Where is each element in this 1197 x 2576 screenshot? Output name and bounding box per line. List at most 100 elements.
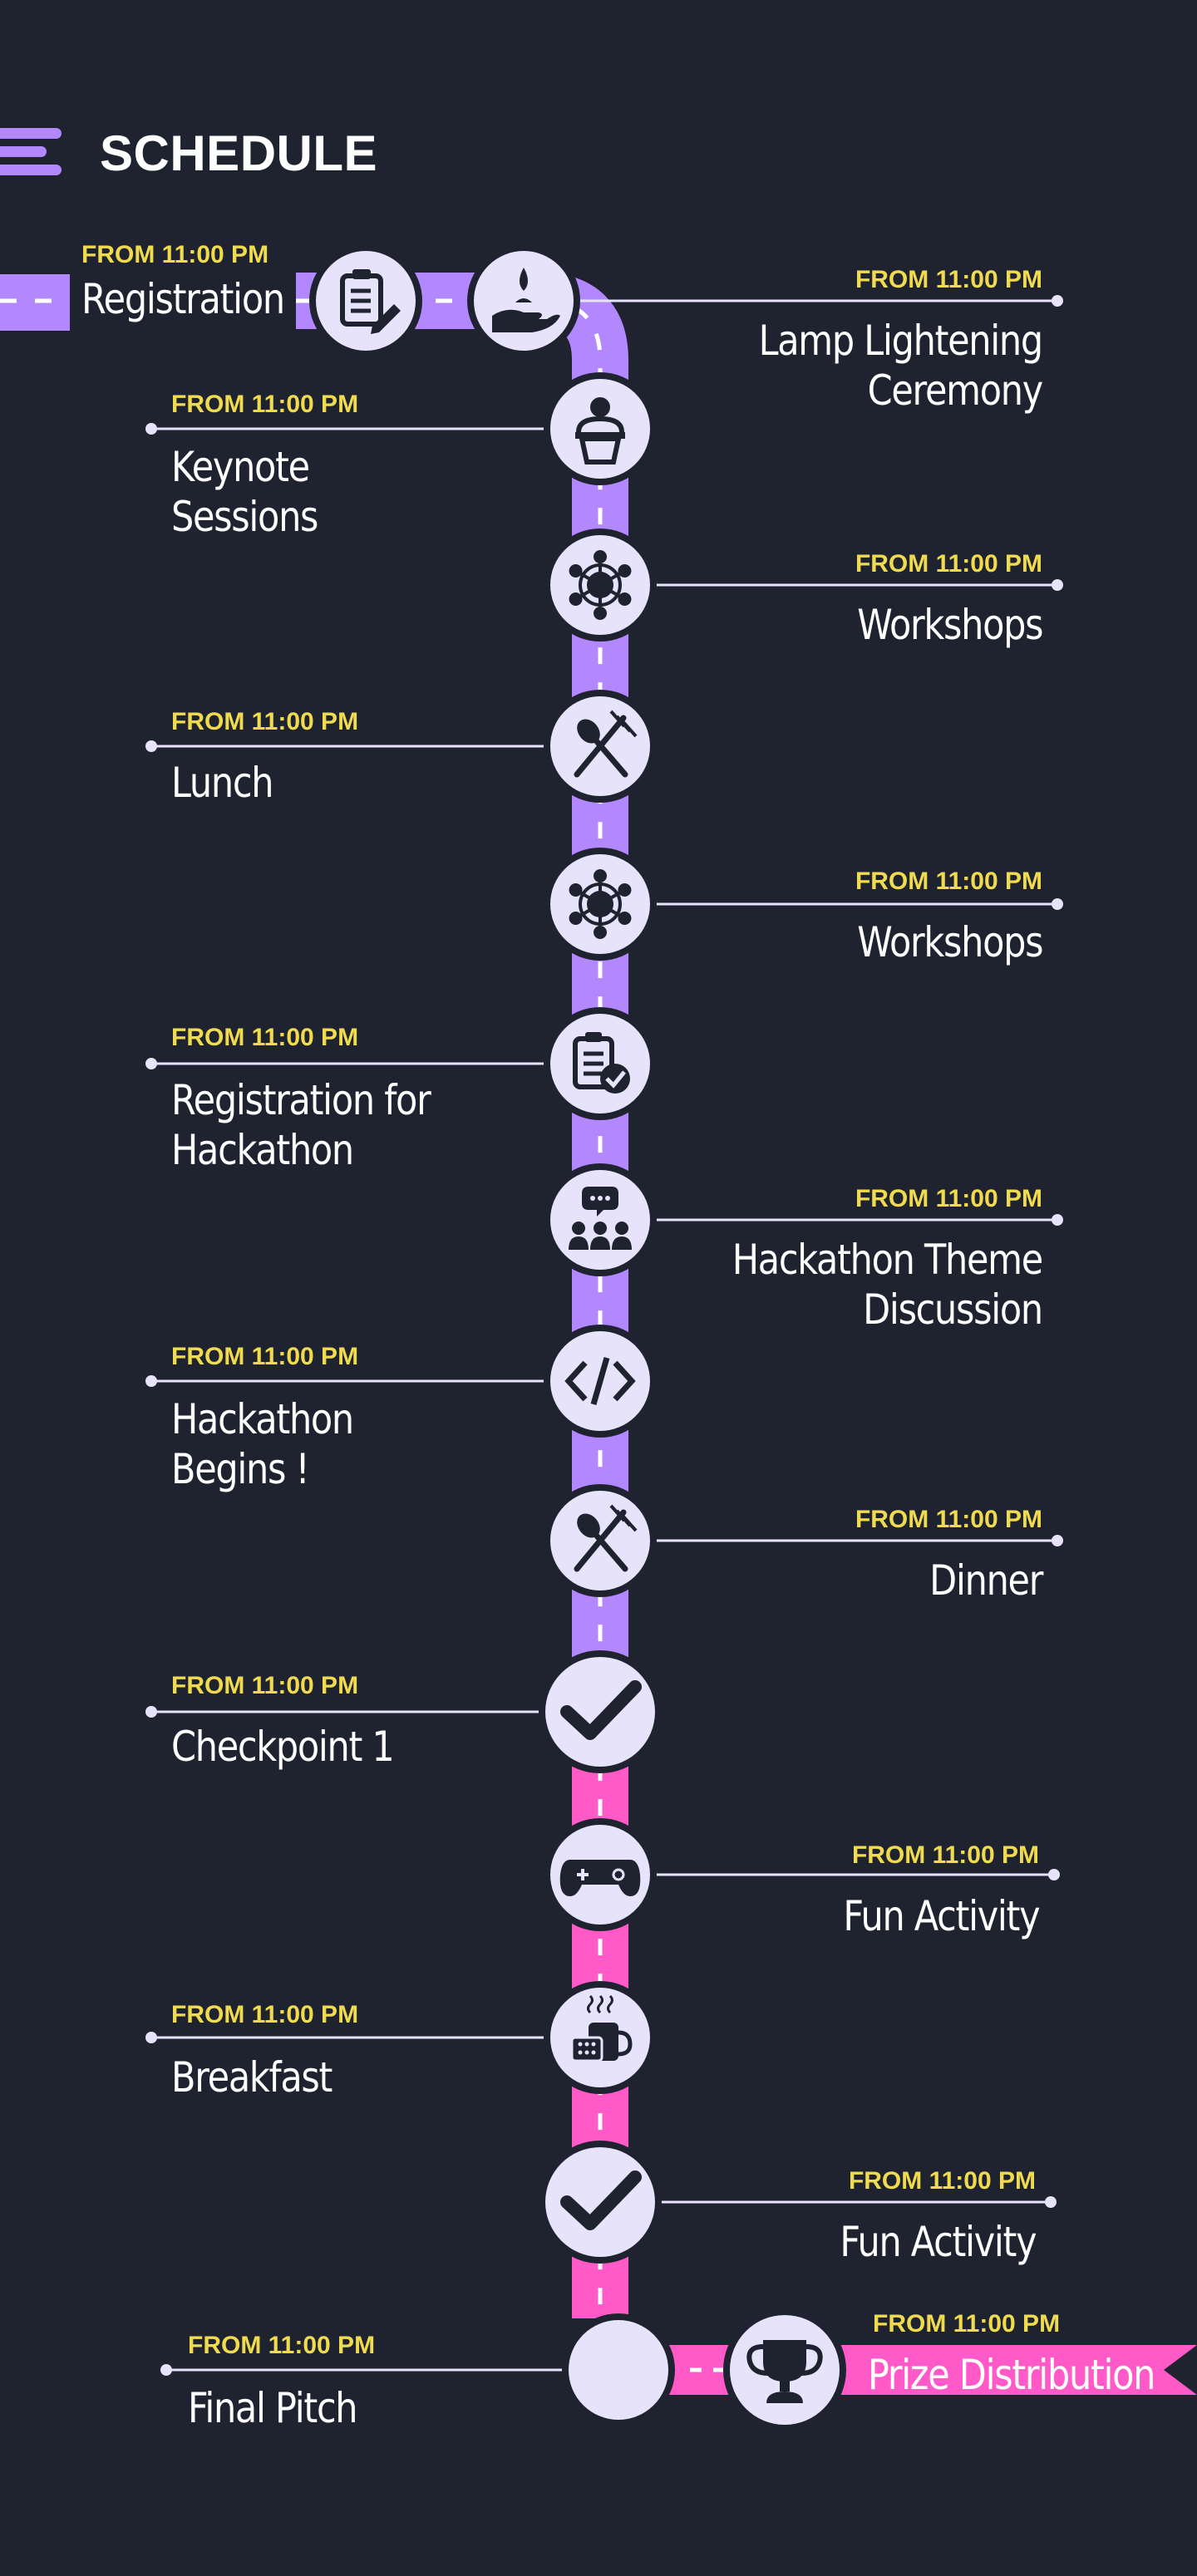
event-title: Registration [81,274,285,324]
connector-dot [1045,2196,1057,2208]
connector-dot [1052,295,1063,307]
timeline-event-fun-activity-1 [544,1818,1060,1931]
group-discussion-icon [569,1187,632,1250]
timeline-event-prize-distribution [723,2308,846,2431]
event-title-line: Discussion [863,1286,1043,1334]
event-title-line: Workshops [857,601,1043,649]
menu-icon[interactable] [0,128,66,176]
event-title-line: Dinner [929,1556,1043,1605]
fork-spoon-icon [574,710,638,778]
event-node [550,379,650,479]
speaker-podium-icon [575,397,625,465]
event-title: Breakfast [171,2052,332,2102]
event-title: Final Pitch [188,2383,358,2433]
clipboard-check-icon [573,1032,630,1094]
event-node [550,1170,650,1270]
event-time: FROM 11:00 PM [81,241,269,268]
event-time: FROM 11:00 PM [188,2332,376,2359]
event-title-line: Sessions [171,493,318,541]
event-title-line: Fun Activity [840,2218,1037,2266]
connector-dot [1052,898,1063,910]
event-title-line: Lamp Lightening [758,317,1044,365]
fork-spoon-icon [574,1504,638,1572]
event-title-line: Prize Distribution [868,2351,1155,2399]
event-title: Keynote Sessions [171,442,318,542]
connector-dot [145,1058,157,1069]
checkmark-icon [560,1680,642,1740]
connector-dot [145,2032,157,2043]
event-time: FROM 11:00 PM [171,1343,359,1370]
event-title: Registration for Hackathon [171,1075,431,1175]
event-title-line: Hackathon Theme [732,1236,1043,1284]
event-time: FROM 11:00 PM [855,1506,1042,1533]
timeline-event-workshops-2 [544,848,1063,961]
event-time: FROM 11:00 PM [851,1841,1039,1869]
event-title-line: Fun Activity [843,1892,1040,1940]
event-title-line: Checkpoint 1 [171,1723,395,1771]
event-title-line: Ceremony [867,366,1044,415]
connector-dot [145,1375,157,1387]
event-time: FROM 11:00 PM [171,1672,359,1699]
event-title-line: Final Pitch [188,2384,358,2432]
page-title: SCHEDULE [100,125,378,181]
event-time: FROM 11:00 PM [855,266,1042,293]
hand-lamp-icon [492,268,560,332]
timeline-event-breakfast [145,1981,657,2094]
team-network-icon [569,869,632,939]
connector-dot [1048,1869,1060,1880]
event-title: Checkpoint 1 [171,1722,395,1772]
event-title: Hackathon Begins ! [171,1394,354,1494]
connector-dot [160,2364,172,2376]
event-title: Lunch [171,758,273,808]
event-title-line: Breakfast [171,2053,332,2102]
event-title: Hackathon Theme Discussion [732,1235,1043,1335]
event-title: Workshops [857,917,1043,967]
event-title-line: Registration [81,275,285,323]
timeline-event-fun-activity-2 [539,2141,1057,2264]
timeline-event-lamp-lightening [467,244,1063,357]
connector-dot [1052,1214,1063,1226]
timeline-event-hackathon-registration [145,1007,657,1120]
event-title-line: Keynote [171,443,310,491]
checkmark-icon [560,2170,642,2230]
connector-dot [1052,579,1063,591]
event-title-line: Workshops [857,918,1043,966]
event-title-line: Registration for [171,1076,431,1124]
gamepad-icon [559,1860,641,1896]
event-title-line: Begins ! [171,1445,310,1493]
event-title: Lamp Lightening Ceremony [758,316,1044,415]
coffee-cup-icon [570,1994,633,2062]
event-title: Dinner [929,1556,1043,1605]
event-title: Workshops [857,600,1043,650]
event-time: FROM 11:00 PM [855,1185,1042,1212]
code-brackets-icon [564,1357,636,1405]
timeline-event-dinner [544,1484,1063,1597]
event-title-line: Lunch [171,759,273,807]
trophy-icon [746,2340,823,2403]
event-time: FROM 11:00 PM [171,1024,359,1051]
event-time: FROM 11:00 PM [171,2001,359,2028]
timeline-event-registration [309,244,422,357]
timeline-event-lunch [145,690,657,803]
event-title: Prize Distribution [868,2350,1155,2400]
timeline-event-hackathon-theme [544,1163,1063,1276]
event-time: FROM 11:00 PM [171,708,359,735]
event-node [569,2320,668,2420]
event-time: FROM 11:00 PM [855,550,1042,578]
team-network-icon [569,550,632,620]
event-time: FROM 11:00 PM [171,391,359,418]
event-time: FROM 11:00 PM [848,2167,1036,2195]
event-time: FROM 11:00 PM [873,2310,1061,2338]
event-time: FROM 11:00 PM [855,868,1042,895]
timeline-event-final-pitch [160,2313,675,2426]
timeline-event-hackathon-begins [145,1325,657,1438]
timeline-event-checkpoint-1 [145,1650,662,1773]
event-title: Fun Activity [843,1891,1040,1941]
connector-dot [145,1706,157,1718]
connector-dot [1052,1535,1063,1546]
event-node [545,1657,655,1767]
connector-dot [145,423,157,435]
event-title: Fun Activity [840,2217,1037,2267]
